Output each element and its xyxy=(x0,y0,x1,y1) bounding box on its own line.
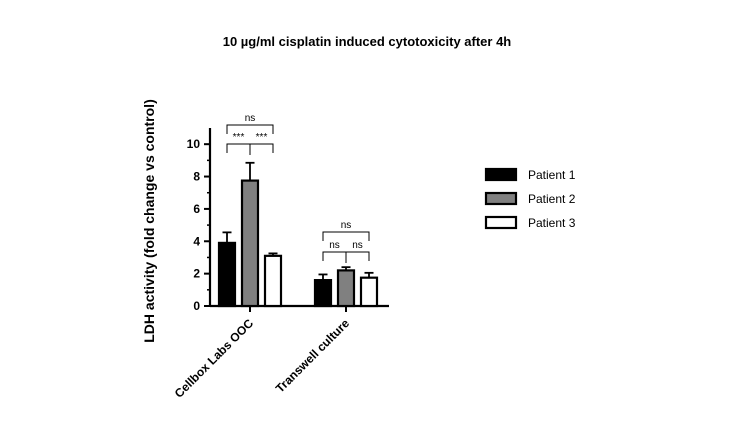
significance-label-2: *** xyxy=(256,132,268,143)
y-axis-label: LDH activity (fold change vs control) xyxy=(141,99,157,342)
significance-bracket-4 xyxy=(322,251,347,263)
legend-label-1: Patient 2 xyxy=(528,192,576,206)
y-tick-label-6: 6 xyxy=(193,202,200,216)
y-tick-label-4: 4 xyxy=(193,234,200,248)
significance-label-0: ns xyxy=(245,113,256,124)
significance-bracket-1 xyxy=(226,143,251,155)
x-category-label-0: Cellbox Labs OOC xyxy=(172,316,257,401)
significance-label-4: ns xyxy=(329,240,340,251)
y-tick-label-0: 0 xyxy=(193,299,200,313)
legend: Patient 1 Patient 2 Patient 3 xyxy=(484,167,576,230)
bar-patient-1-0 xyxy=(217,241,237,308)
legend-label-0: Patient 1 xyxy=(528,168,576,182)
bar-patient-3-1 xyxy=(359,276,379,308)
legend-swatch-0 xyxy=(484,167,518,182)
x-category-label-1: Transwell culture xyxy=(273,316,352,395)
bar-patient-2-1 xyxy=(336,269,356,308)
bar-patient-3-0 xyxy=(263,254,283,308)
significance-bracket-3 xyxy=(322,231,370,241)
y-tick-label-10: 10 xyxy=(187,137,201,151)
legend-label-2: Patient 3 xyxy=(528,216,576,230)
chart-title: 10 µg/ml cisplatin induced cytotoxicity … xyxy=(223,34,512,49)
legend-swatch-2 xyxy=(484,215,518,230)
legend-swatch-1 xyxy=(484,191,518,206)
significance-label-1: *** xyxy=(233,132,245,143)
bar-patient-2-0 xyxy=(240,179,260,308)
significance-bracket-5 xyxy=(345,251,370,263)
y-tick-label-2: 2 xyxy=(193,267,200,281)
significance-bracket-0 xyxy=(226,124,274,134)
y-tick-label-8: 8 xyxy=(193,170,200,184)
plot-area: 0 2 4 6 8 10 Cellbox Labs OOC Transwell culture xyxy=(172,128,389,401)
bar-patient-1-1 xyxy=(313,279,333,308)
significance-label-3: ns xyxy=(341,220,352,231)
significance-label-5: ns xyxy=(352,240,363,251)
significance-bracket-2 xyxy=(249,143,274,155)
